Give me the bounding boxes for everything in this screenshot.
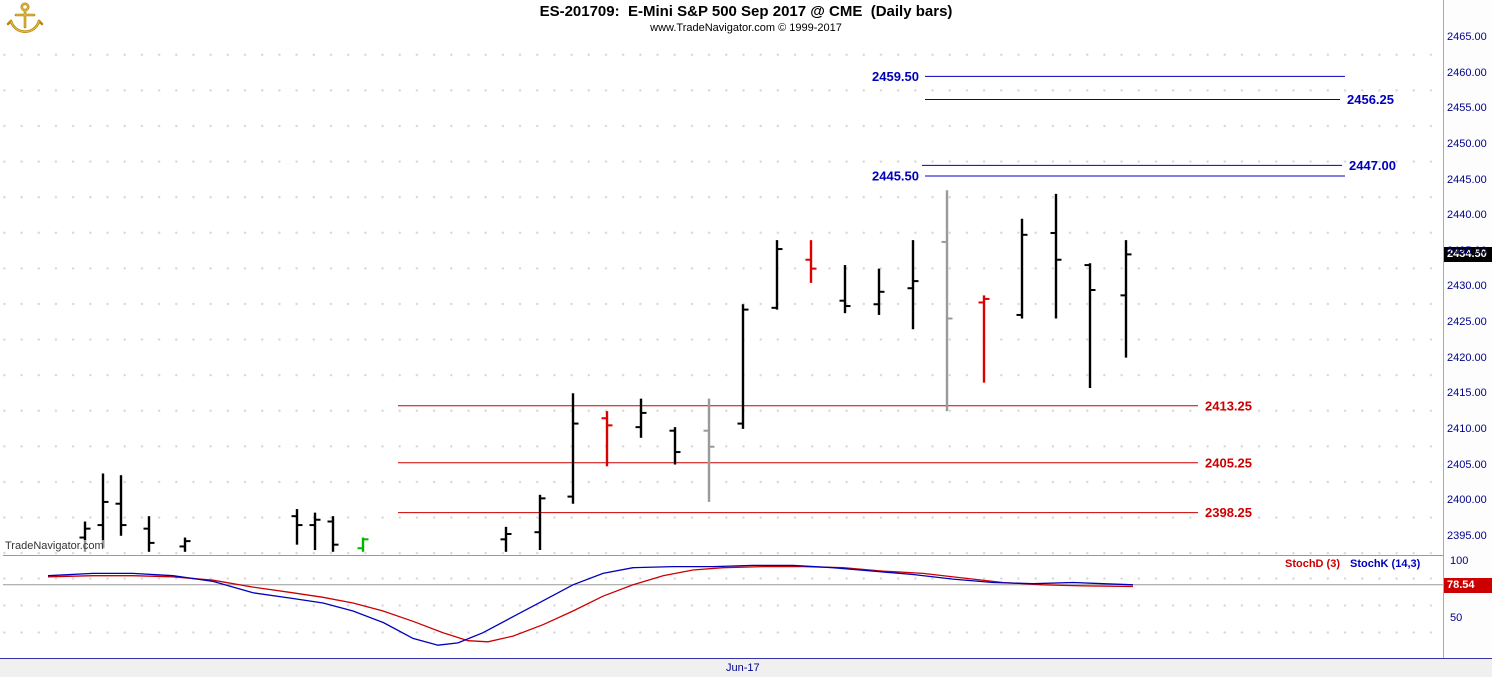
- stochastic-panel-canvas[interactable]: StochD (3) StochK (14,3): [3, 555, 1443, 658]
- ohlc-bar: [839, 265, 851, 314]
- ohlc-bar: [1084, 263, 1096, 388]
- price-level-label: 2447.00: [1349, 158, 1396, 173]
- ohlc-bar: [179, 537, 191, 552]
- time-axis[interactable]: Jun-17: [0, 658, 1492, 677]
- price-axis[interactable]: 2434.50 78.54 2465.00 2460.00 2455.00 2450.…: [1443, 0, 1492, 677]
- price-level-label: 2459.50: [872, 69, 919, 84]
- price-tick-label: 2410.00: [1447, 422, 1487, 435]
- watermark: TradeNavigator.com: [5, 540, 104, 552]
- ohlc-bar: [635, 398, 647, 438]
- stoch-tick-label: 100: [1450, 555, 1469, 567]
- ohlc-bar: [115, 475, 127, 536]
- ohlc-bar: [534, 494, 546, 551]
- ohlc-bar: [1050, 193, 1062, 319]
- stoch-value-badge: 78.54: [1444, 578, 1492, 594]
- support-resistance-lines: 2459.50 2456.25 2447.00 2445.50 2413.25 2405.…: [398, 69, 1396, 520]
- ohlc-bar: [805, 240, 817, 283]
- price-chart-svg: 2459.50 2456.25 2447.00 2445.50 2413.25 2405.…: [79, 69, 1396, 552]
- ohlc-bar: [703, 398, 715, 502]
- ohlc-bar: [143, 516, 155, 552]
- chart-title: ES-201709: E-Mini S&P 500 Sep 2017 @ CME…: [539, 3, 953, 20]
- ohlc-bar: [601, 411, 613, 467]
- price-tick-label: 2400.00: [1447, 494, 1487, 507]
- ohlc-bars: [79, 190, 1132, 552]
- price-tick-label: 2405.00: [1447, 458, 1487, 471]
- tradenavigator-logo: [4, 1, 46, 34]
- ohlc-bar: [941, 190, 953, 412]
- price-chart-canvas[interactable]: 2459.50 2456.25 2447.00 2445.50 2413.25 2405.…: [3, 35, 1443, 555]
- price-level-label: 2398.25: [1205, 505, 1252, 520]
- stochk-label: StochK (14,3): [1350, 558, 1421, 570]
- price-level-label: 2405.25: [1205, 455, 1252, 470]
- ohlc-bar: [291, 509, 303, 545]
- ohlc-bar: [357, 537, 369, 552]
- ohlc-bar: [669, 427, 681, 465]
- price-tick-label: 2465.00: [1447, 31, 1487, 44]
- ohlc-bar: [978, 295, 990, 383]
- ohlc-bar: [1120, 240, 1132, 358]
- stochd-line: [47, 565, 1134, 643]
- anchor-logo-icon: [6, 2, 44, 34]
- last-price-badge: 2434.50: [1444, 247, 1492, 263]
- price-level-label: 2445.50: [872, 169, 919, 184]
- price-tick-label: 2420.00: [1447, 351, 1487, 364]
- price-tick-label: 2395.00: [1447, 529, 1487, 542]
- price-tick-label: 2460.00: [1447, 66, 1487, 79]
- ohlc-bar: [1016, 218, 1028, 319]
- ohlc-bar: [500, 526, 512, 552]
- chart-header: ES-201709: E-Mini S&P 500 Sep 2017 @ CME…: [0, 0, 1492, 35]
- chart-subtitle: www.TradeNavigator.com © 1999-2017: [650, 22, 842, 34]
- ohlc-bar: [737, 304, 749, 429]
- stoch-tick-label: 50: [1450, 612, 1463, 624]
- price-level-label: 2413.25: [1205, 398, 1252, 413]
- price-tick-label: 2445.00: [1447, 173, 1487, 186]
- ohlc-bar: [907, 240, 919, 330]
- ohlc-bar: [309, 512, 321, 551]
- price-tick-label: 2435.00: [1447, 244, 1487, 257]
- ohlc-bar: [873, 268, 885, 315]
- ohlc-bar: [567, 393, 579, 504]
- ohlc-bar: [327, 516, 339, 552]
- price-level-label: 2456.25: [1347, 92, 1394, 107]
- ohlc-bar: [771, 240, 783, 310]
- price-tick-label: 2415.00: [1447, 387, 1487, 400]
- stochastic-svg: [3, 564, 1443, 646]
- price-tick-label: 2425.00: [1447, 316, 1487, 329]
- price-tick-label: 2430.00: [1447, 280, 1487, 293]
- price-tick-label: 2450.00: [1447, 137, 1487, 150]
- price-tick-label: 2455.00: [1447, 102, 1487, 115]
- ohlc-bar: [97, 473, 109, 549]
- price-tick-label: 2440.00: [1447, 209, 1487, 222]
- stochd-label: StochD (3): [1285, 558, 1340, 570]
- date-label: Jun-17: [726, 662, 760, 674]
- stochk-line: [47, 564, 1134, 646]
